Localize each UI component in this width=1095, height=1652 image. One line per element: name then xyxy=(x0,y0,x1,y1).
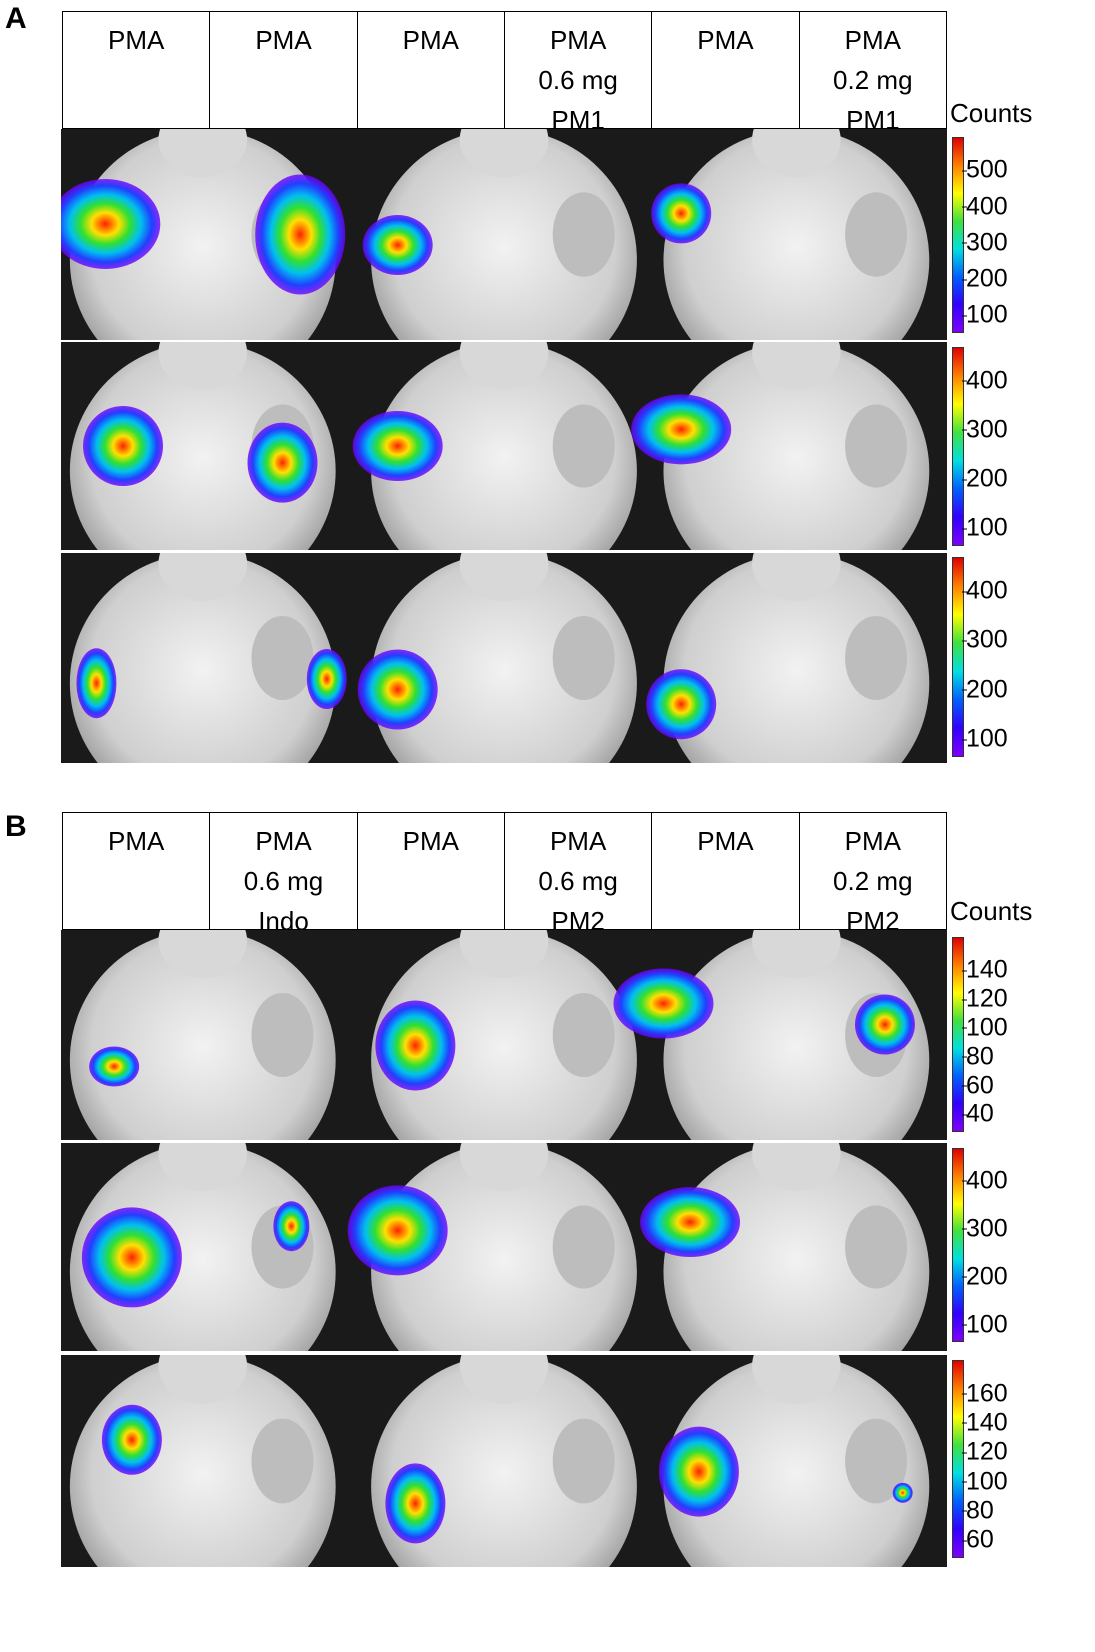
bioluminescence-image-strip xyxy=(61,930,947,1140)
colorbar-tick-label: 120 xyxy=(962,1437,1008,1466)
colorbar-gradient xyxy=(952,1360,964,1558)
colorbar-tick-label: 200 xyxy=(962,1262,1008,1291)
panel-letter-a: A xyxy=(5,2,27,35)
header-cell: PMA xyxy=(358,813,505,929)
colorbar-tick-label: 140 xyxy=(962,1408,1008,1437)
colorbar-tick-label: 120 xyxy=(962,984,1008,1013)
colorbar-tick-label: 400 xyxy=(962,366,1008,395)
colorbar-tick-label: 300 xyxy=(962,415,1008,444)
colorbar-tick-label: 100 xyxy=(962,300,1008,329)
header-cell: PMA xyxy=(63,813,211,929)
colorbar-tick-label: 100 xyxy=(962,1467,1008,1496)
bioluminescence-image-strip xyxy=(61,1355,947,1567)
bioluminescence-image-strip xyxy=(61,129,947,340)
colorbar-tick-label: 160 xyxy=(962,1379,1008,1408)
colorbar-tick-label: 80 xyxy=(962,1042,994,1071)
colorbar-tick-label: 500 xyxy=(962,155,1008,184)
header-cell: PMA 0.6 mg PM2 xyxy=(505,813,653,936)
colorbar-gradient xyxy=(952,137,964,333)
colorbar-tick-label: 80 xyxy=(962,1496,994,1525)
bioluminescence-image-strip xyxy=(61,553,947,763)
header-cell: PMA 0.6 mg Indo xyxy=(210,813,358,936)
colorbar-tick-label: 100 xyxy=(962,513,1008,542)
colorbar-tick-label: 400 xyxy=(962,576,1008,605)
colorbar-tick-label: 200 xyxy=(962,675,1008,704)
colorbar: 140 120 100 80 60 40 xyxy=(952,937,1042,1132)
colorbar-gradient xyxy=(952,937,964,1132)
colorbar-tick-label: 200 xyxy=(962,464,1008,493)
colorbar-tick-label: 60 xyxy=(962,1071,994,1100)
colorbar-tick-label: 100 xyxy=(962,1013,1008,1042)
header-row-b: PMA PMA 0.6 mg Indo PMA PMA 0.6 mg PM2 P… xyxy=(62,812,947,936)
header-row-a: PMA PMA PMA PMA 0.6 mg PM1 PMA PMA 0.2 m… xyxy=(62,11,947,135)
header-cell: PMA xyxy=(652,12,800,128)
colorbar-gradient xyxy=(952,1148,964,1342)
header-cell: PMA xyxy=(63,12,211,128)
colorbar-tick-label: 140 xyxy=(962,955,1008,984)
bioluminescence-image-strip xyxy=(61,342,947,550)
colorbar-tick-label: 300 xyxy=(962,1214,1008,1243)
colorbar-gradient xyxy=(952,347,964,546)
colorbar: 400 300 200 100 xyxy=(952,1148,1042,1342)
colorbar-tick-label: 300 xyxy=(962,625,1008,654)
colorbar-tick-label: 40 xyxy=(962,1099,994,1128)
counts-label-a: Counts xyxy=(950,98,1033,128)
colorbar: 400 300 200 100 xyxy=(952,557,1042,757)
colorbar: 400 300 200 100 xyxy=(952,347,1042,546)
colorbar-tick-label: 100 xyxy=(962,1310,1008,1339)
header-cell: PMA xyxy=(358,12,505,128)
colorbar-tick-label: 400 xyxy=(962,1166,1008,1195)
header-cell: PMA 0.6 mg PM1 xyxy=(505,12,653,135)
header-cell: PMA 0.2 mg PM1 xyxy=(833,25,913,135)
counts-label-b: Counts xyxy=(950,896,1033,926)
header-cell: PMA 0.2 mg PM2 xyxy=(833,826,913,936)
colorbar: 500 400 300 200 100 xyxy=(952,137,1042,333)
panel-letter-b: B xyxy=(5,810,27,843)
header-cell: PMA xyxy=(210,12,358,128)
header-cell: PMA xyxy=(652,813,800,929)
colorbar-tick-label: 400 xyxy=(962,192,1008,221)
colorbar-tick-label: 200 xyxy=(962,264,1008,293)
colorbar-gradient xyxy=(952,557,964,757)
colorbar-tick-label: 300 xyxy=(962,228,1008,257)
colorbar: 160 140 120 100 80 60 xyxy=(952,1360,1042,1558)
colorbar-tick-label: 100 xyxy=(962,724,1008,753)
colorbar-tick-label: 60 xyxy=(962,1525,994,1554)
bioluminescence-image-strip xyxy=(61,1143,947,1351)
